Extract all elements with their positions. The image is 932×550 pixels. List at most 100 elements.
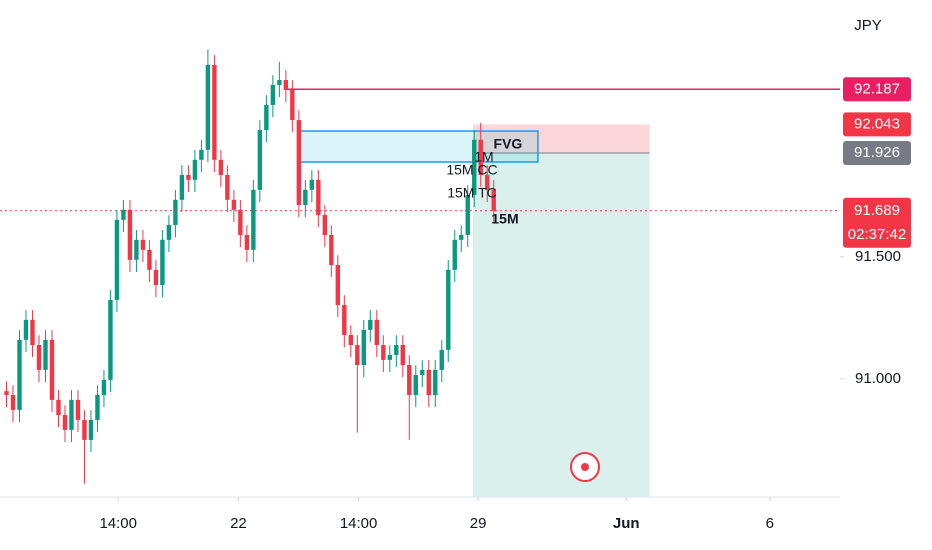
candle-body bbox=[134, 239, 139, 260]
candle-body bbox=[322, 214, 328, 235]
y-tick-label: 91.500 bbox=[855, 248, 901, 265]
candle-body bbox=[387, 355, 392, 360]
price-badge bbox=[843, 140, 911, 165]
candle-body bbox=[140, 239, 146, 250]
candle-body bbox=[303, 189, 308, 205]
candle-body bbox=[491, 189, 496, 211]
candle-body bbox=[17, 339, 22, 410]
candle-body bbox=[127, 209, 133, 260]
currency-label: JPY bbox=[854, 17, 882, 34]
candle-body bbox=[264, 104, 269, 131]
candle-body bbox=[355, 344, 360, 366]
price-badge bbox=[843, 112, 911, 137]
candle-body bbox=[114, 219, 120, 300]
candle-body bbox=[244, 234, 250, 250]
target-icon bbox=[570, 452, 600, 482]
candle-body bbox=[472, 139, 477, 195]
candle-body bbox=[218, 159, 224, 175]
candle-body bbox=[394, 344, 399, 355]
candle-body bbox=[166, 224, 172, 240]
candle-body bbox=[452, 239, 457, 270]
candle-body bbox=[82, 419, 87, 440]
candle-body bbox=[361, 329, 367, 366]
candle-body bbox=[251, 189, 256, 250]
annotation-label: 15M TC bbox=[447, 185, 497, 201]
candle-body bbox=[316, 179, 321, 215]
candle-body bbox=[186, 174, 191, 180]
candle-body bbox=[147, 249, 152, 270]
candle-body bbox=[238, 209, 243, 235]
candle-body bbox=[95, 395, 100, 420]
candle-body bbox=[43, 339, 48, 370]
candle-body bbox=[368, 319, 373, 330]
countdown-label: 02:37:42 bbox=[848, 226, 906, 243]
candle-body bbox=[413, 375, 418, 396]
stop-zone bbox=[472, 124, 650, 153]
candle-body bbox=[121, 209, 126, 220]
candle-body bbox=[335, 264, 341, 305]
candle-body bbox=[485, 174, 490, 190]
target-zone bbox=[472, 152, 650, 498]
plot-area bbox=[0, 49, 840, 498]
candle-body bbox=[433, 369, 438, 396]
annotation-label: 15M bbox=[491, 211, 518, 227]
price-badge-label: 92.187 bbox=[854, 80, 900, 97]
candle-body bbox=[212, 64, 217, 160]
candle-body bbox=[374, 319, 379, 345]
candle-body bbox=[459, 234, 464, 240]
candle-body bbox=[478, 139, 483, 175]
price-badge-label: 91.926 bbox=[854, 144, 900, 161]
annotation-label: 1M bbox=[474, 149, 493, 165]
y-tick-label: 91.000 bbox=[855, 370, 901, 387]
candle-body bbox=[205, 64, 211, 150]
candle-body bbox=[439, 349, 444, 370]
candle-body bbox=[88, 419, 94, 440]
candle-body bbox=[56, 399, 61, 416]
candle-body bbox=[290, 90, 295, 121]
candle-body bbox=[348, 334, 354, 345]
annotation-label: 15M CC bbox=[446, 162, 497, 178]
candle-body bbox=[4, 391, 9, 396]
candle-body bbox=[420, 369, 425, 376]
candle-body bbox=[101, 379, 107, 396]
candle-body bbox=[225, 174, 230, 200]
candle-body bbox=[426, 369, 431, 396]
candle-body bbox=[62, 415, 68, 430]
candle-body bbox=[49, 339, 55, 400]
candle-body bbox=[153, 269, 159, 285]
candle-body bbox=[270, 84, 276, 105]
candle-body bbox=[10, 395, 16, 410]
candle-body bbox=[309, 179, 315, 190]
candle-body bbox=[277, 80, 282, 85]
x-tick-label: 14:00 bbox=[340, 515, 378, 532]
candle-body bbox=[381, 344, 386, 360]
candle-body bbox=[36, 344, 42, 370]
fvg-label: FVG bbox=[494, 136, 523, 152]
candle-body bbox=[192, 159, 198, 180]
price-badge bbox=[843, 77, 911, 102]
x-tick-label: 29 bbox=[470, 515, 487, 532]
candle-body bbox=[342, 304, 347, 335]
candle-body bbox=[283, 80, 289, 91]
candle-body bbox=[400, 344, 405, 366]
candle-body bbox=[465, 194, 470, 235]
candle-body bbox=[329, 234, 334, 265]
last-price-label: 91.689 bbox=[854, 202, 900, 219]
x-tick-label: 22 bbox=[230, 515, 247, 532]
x-tick-label: 6 bbox=[766, 515, 774, 532]
candle-body bbox=[30, 319, 35, 345]
candle-body bbox=[257, 130, 263, 190]
price-badge-label: 92.043 bbox=[854, 115, 900, 132]
x-tick-label: Jun bbox=[613, 515, 640, 532]
x-tick-label: 14:00 bbox=[99, 515, 137, 532]
last-price-badge bbox=[843, 197, 911, 248]
candle-body bbox=[446, 269, 451, 350]
candle-body bbox=[69, 399, 74, 430]
candle-body bbox=[296, 120, 302, 205]
candle-body bbox=[407, 365, 412, 396]
candle-body bbox=[75, 399, 81, 420]
candle-body bbox=[173, 199, 178, 225]
candle-body bbox=[231, 199, 237, 210]
